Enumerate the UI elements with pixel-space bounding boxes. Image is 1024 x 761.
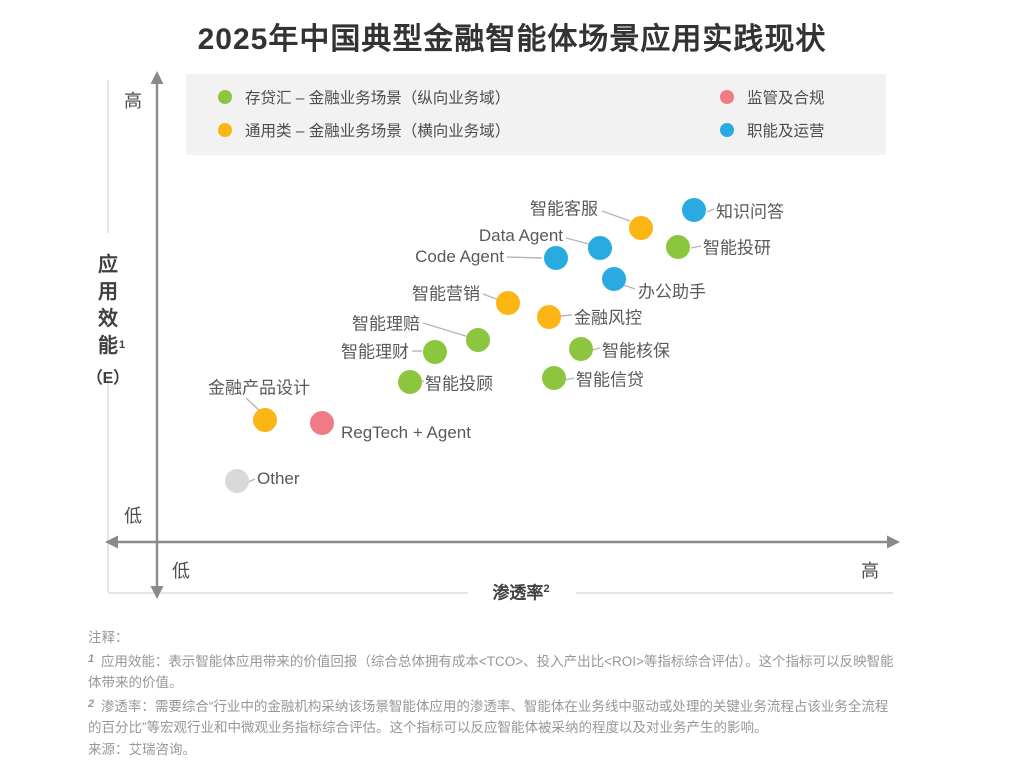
leader-line	[565, 237, 590, 245]
x-axis-title-superscript: 2	[543, 582, 550, 595]
y-axis-unit: （E）	[86, 370, 130, 387]
legend: 存贷汇 – 金融业务场景（纵向业务域） 通用类 – 金融业务场景（横向业务域） 监管…	[186, 74, 886, 155]
data-point-label: 办公助手	[638, 282, 706, 302]
x-axis-arrow-left-icon	[105, 535, 118, 549]
data-point-bubble	[225, 469, 249, 493]
source-line: 来源：艾瑞咨询。	[88, 741, 196, 757]
leader-line	[690, 245, 702, 249]
legend-item: 存贷汇 – 金融业务场景（纵向业务域）	[218, 88, 511, 107]
x-axis-title-text: 渗透率	[492, 583, 544, 603]
data-point-label: 智能客服	[530, 199, 598, 219]
data-point-bubble	[666, 235, 690, 259]
legend-label: 存贷汇 – 金融业务场景（纵向业务域）	[245, 90, 511, 107]
data-point-bubble	[496, 291, 520, 315]
x-axis-high-label: 高	[861, 561, 879, 581]
note-line: 2 渗透率：需要综合“行业中的金融机构采纳该场景智能体应用的渗透率、智能体在业务…	[88, 697, 889, 714]
data-point-label: Code Agent	[415, 247, 504, 266]
leader-line	[422, 322, 470, 338]
data-point-bubble	[466, 328, 490, 352]
data-point-label: 金融产品设计	[208, 378, 310, 398]
data-point-label: RegTech + Agent	[341, 423, 471, 442]
leader-line	[601, 210, 631, 222]
legend-dot-icon	[218, 90, 232, 104]
data-point-bubble	[629, 216, 653, 240]
notes-section: 注释： 1 应用效能：表示智能体应用带来的价值回报（综合总体拥有成本<TCO>、…	[88, 627, 960, 761]
data-point-label: 智能投顾	[425, 374, 493, 394]
x-axis-arrow-right-icon	[887, 535, 900, 549]
data-point-bubble	[542, 366, 566, 390]
y-axis-arrow-down-icon	[150, 586, 164, 599]
legend-dot-icon	[720, 123, 734, 137]
data-point-label: 智能营销	[412, 284, 480, 304]
leader-line	[591, 347, 601, 351]
data-point-bubble	[569, 337, 593, 361]
legend-item: 职能及运营	[720, 121, 825, 140]
y-axis-title-superscript: 1	[119, 339, 126, 351]
y-axis-arrow-up-icon	[150, 71, 164, 84]
data-point-label: 金融风控	[574, 308, 642, 328]
data-point-label: Data Agent	[478, 226, 563, 245]
y-axis-low-label: 低	[124, 506, 142, 526]
legend-label: 职能及运营	[747, 123, 825, 140]
data-point-label: 智能核保	[602, 341, 670, 361]
data-point-bubble	[682, 198, 706, 222]
x-axis-title: 渗透率2	[492, 579, 549, 604]
leader-line	[564, 377, 575, 381]
data-point-bubble	[423, 340, 447, 364]
data-point-bubble	[544, 246, 568, 270]
legend-dot-icon	[218, 123, 232, 137]
leader-line	[559, 314, 573, 317]
data-point-bubble	[253, 408, 277, 432]
data-point-bubble	[310, 411, 334, 435]
legend-item: 通用类 – 金融业务场景（横向业务域）	[218, 121, 511, 140]
data-point-bubble	[588, 236, 612, 260]
data-point-label: 智能投研	[703, 238, 771, 258]
y-axis-high-label: 高	[124, 91, 142, 111]
legend-label: 监管及合规	[747, 90, 825, 107]
note-line: 的百分比”等宏观行业和中微观业务指标综合评估。这个指标可以反应智能体被采纳的程度…	[88, 720, 768, 736]
note-line: 1 应用效能：表示智能体应用带来的价值回报（综合总体拥有成本<TCO>、投入产出…	[88, 652, 894, 669]
note-superscript: 2	[88, 697, 95, 710]
note-line: 体带来的价值。	[88, 675, 183, 691]
data-point-label: 智能理赔	[352, 314, 420, 334]
data-point-bubble	[398, 370, 422, 394]
data-point-bubble	[537, 305, 561, 329]
data-point-label: 知识问答	[716, 202, 784, 222]
data-point-bubble	[602, 267, 626, 291]
legend-label: 通用类 – 金融业务场景（横向业务域）	[245, 123, 511, 140]
leader-line	[706, 208, 715, 213]
data-point-label: 智能信贷	[576, 370, 644, 390]
x-axis-low-label: 低	[172, 561, 190, 581]
y-axis-title-char: 效	[98, 308, 118, 330]
notes-items: 1 应用效能：表示智能体应用带来的价值回报（综合总体拥有成本<TCO>、投入产出…	[88, 649, 960, 739]
data-point-label: Other	[257, 469, 300, 488]
y-axis-title-char: 用	[98, 281, 118, 303]
y-axis-title: 应用效能 1 （E）	[87, 252, 130, 388]
legend-item: 监管及合规	[720, 88, 825, 107]
notes-heading: 注释：	[88, 630, 129, 645]
note-superscript: 1	[88, 652, 95, 665]
legend-dot-icon	[720, 90, 734, 104]
y-axis-title-char: 应	[98, 254, 118, 276]
leader-line	[506, 256, 543, 259]
data-point-label: 智能理财	[341, 342, 409, 362]
chart-title: 2025年中国典型金融智能体场景应用实践现状	[197, 23, 827, 56]
